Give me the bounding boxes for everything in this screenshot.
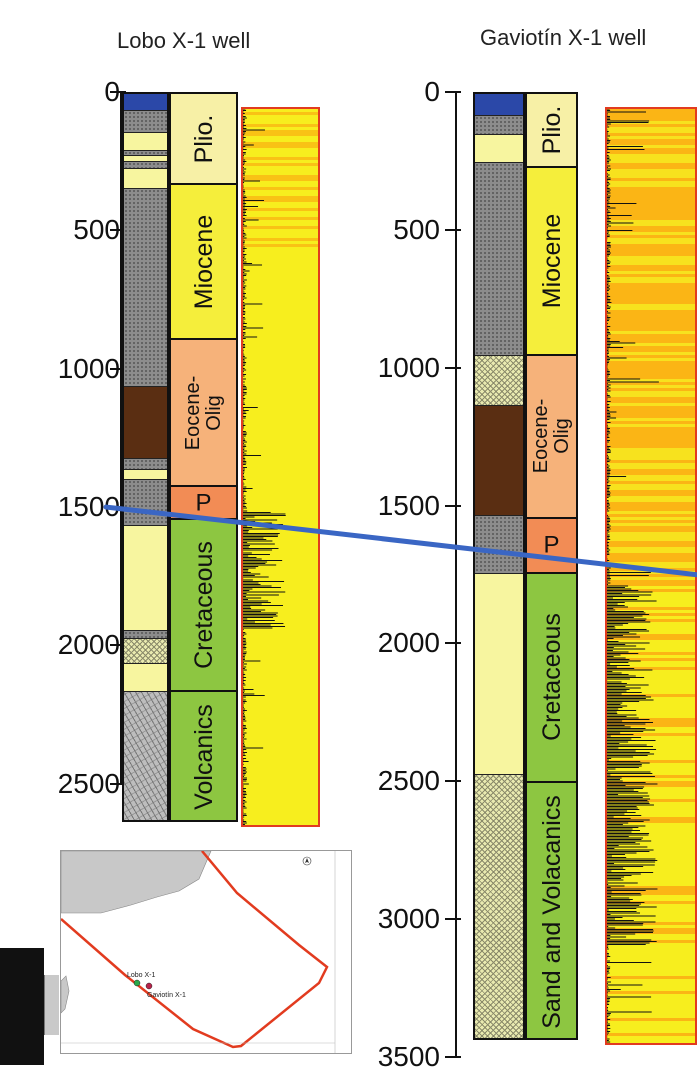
gaviotin-tick-mark [445, 367, 461, 369]
lobo-age-label: Miocene [190, 215, 216, 310]
gaviotin-lithology-column [473, 92, 525, 1040]
gaviotin-tick-label: 0 [330, 78, 440, 106]
lobo-age-label: Plio. [190, 114, 216, 163]
gaviotin-tick-mark [445, 780, 461, 782]
gaviotin-location-point [146, 983, 152, 989]
gaviotin-lith-coal [475, 406, 523, 516]
gaviotin-tick-mark [445, 505, 461, 507]
lobo-age-column: Plio. Miocene Eocene- Olig P Cretaceous Volca… [169, 92, 238, 822]
gaviotin-tick-label: 1500 [330, 492, 440, 520]
inset-coastline-land-south [61, 976, 69, 1013]
inset-location-map: Lobo X-1 Gaviotín X-1 [60, 850, 352, 1054]
gaviotin-lith-sandy_shale [475, 356, 523, 406]
lobo-age-interval: Eocene- Olig [171, 340, 236, 487]
gaviotin-tick-label: 2500 [330, 767, 440, 795]
gaviotin-lith-water [475, 94, 523, 116]
lobo-tick-label: 1000 [10, 355, 120, 383]
gaviotin-age-label: Miocene [538, 214, 564, 309]
gaviotin-lith-sandy_shale [475, 775, 523, 1040]
background-photo-patch-light [44, 975, 59, 1035]
gaviotin-age-label: Cretaceous [538, 614, 564, 742]
lobo-age-interval: Plio. [171, 94, 236, 185]
gaviotin-lith-shale [475, 116, 523, 135]
lobo-tick-label: 2500 [10, 770, 120, 798]
lobo-lith-sand [124, 169, 167, 190]
lobo-age-interval: P [171, 487, 236, 520]
lobo-age-label: P [195, 490, 211, 515]
lobo-lith-sandy_shale [124, 639, 167, 664]
lobo-age-label: Cretaceous [190, 541, 216, 669]
lobo-log-track [241, 107, 320, 827]
lobo-lith-sand [124, 526, 167, 631]
gaviotin-tick-label: 1000 [330, 354, 440, 382]
gaviotin-age-interval: Sand and Volacanics [527, 783, 576, 1040]
lobo-location-point [134, 980, 140, 986]
gaviotin-tick-mark [445, 642, 461, 644]
gaviotin-age-interval: Cretaceous [527, 574, 576, 784]
inset-map-svg: Lobo X-1 Gaviotín X-1 [61, 851, 351, 1053]
gaviotin-lith-sand [475, 574, 523, 775]
gaviotin-lith-shale [475, 516, 523, 574]
lobo-lith-water [124, 94, 167, 111]
gaviotin-well-title: Gaviotín X-1 well [480, 25, 646, 51]
gaviotin-age-label: P [543, 533, 559, 558]
lobo-lith-shale [124, 631, 167, 639]
lobo-lith-shale [124, 189, 167, 387]
lobo-lith-sand [124, 664, 167, 692]
lobo-log-svg [243, 109, 320, 827]
lobo-lith-sand [124, 470, 167, 480]
lobo-age-interval: Volcanics [171, 692, 236, 823]
gaviotin-age-interval: Eocene- Olig [527, 356, 576, 519]
gaviotin-log-svg [607, 109, 697, 1045]
lobo-lith-sand [124, 133, 167, 151]
lobo-tick-label: 0 [10, 78, 120, 106]
gaviotin-tick-mark [445, 918, 461, 920]
lobo-tick-label: 1500 [10, 493, 120, 521]
gaviotin-tick-label: 3500 [330, 1043, 440, 1071]
gaviotin-tick-mark [445, 1056, 461, 1058]
inset-label-gaviotin: Gaviotín X-1 [147, 992, 186, 999]
gaviotin-age-interval: Miocene [527, 168, 576, 355]
gaviotin-tick-label: 500 [330, 216, 440, 244]
lobo-age-label: Eocene- Olig [183, 375, 225, 450]
lobo-lith-shale [124, 111, 167, 133]
inset-coastline-land [61, 851, 211, 913]
gaviotin-tick-mark [445, 229, 461, 231]
gaviotin-age-label: Eocene- Olig [531, 399, 573, 474]
gaviotin-age-label: Sand and Volacanics [538, 795, 564, 1029]
lobo-lith-shale [124, 459, 167, 470]
lobo-age-label: Volcanics [190, 704, 216, 810]
lobo-lith-shale [124, 480, 167, 526]
gaviotin-lith-sand [475, 135, 523, 163]
background-photo-patch [0, 948, 44, 1065]
gaviotin-log-track [605, 107, 697, 1045]
inset-label-lobo: Lobo X-1 [127, 972, 156, 979]
gaviotin-tick-mark [445, 91, 461, 93]
gaviotin-age-interval: P [527, 519, 576, 574]
gaviotin-tick-label: 3000 [330, 905, 440, 933]
lobo-age-interval: Miocene [171, 185, 236, 340]
lobo-tick-label: 500 [10, 216, 120, 244]
lobo-lith-coal [124, 387, 167, 459]
lobo-well-title: Lobo X-1 well [117, 28, 250, 54]
gaviotin-age-interval: Plio. [527, 94, 576, 168]
gaviotin-age-column: Plio. Miocene Eocene- Olig P Cretaceous Sand … [525, 92, 578, 1040]
gaviotin-depth-axis [455, 92, 457, 1057]
gaviotin-age-label: Plio. [538, 106, 564, 155]
lobo-lithology-column [122, 92, 169, 822]
lobo-tick-label: 2000 [10, 631, 120, 659]
lobo-lith-volcanic [124, 692, 167, 823]
lobo-lith-shale [124, 162, 167, 169]
gaviotin-tick-label: 2000 [330, 629, 440, 657]
gaviotin-lith-shale [475, 163, 523, 356]
north-arrow-icon [303, 857, 311, 865]
lobo-age-interval: Cretaceous [171, 520, 236, 692]
